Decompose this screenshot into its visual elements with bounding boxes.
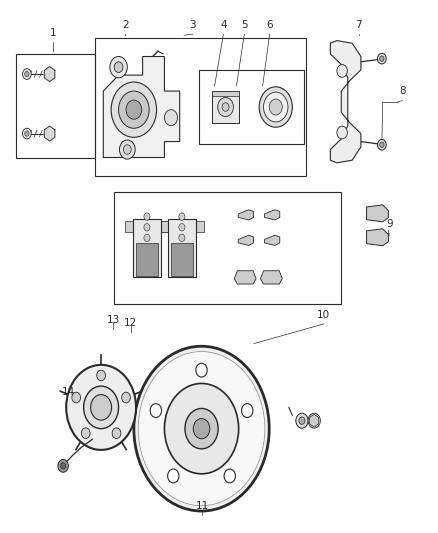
Circle shape [112,428,121,439]
Polygon shape [310,414,319,427]
Circle shape [110,56,127,78]
Circle shape [296,413,308,428]
Polygon shape [133,219,161,277]
Circle shape [222,103,229,111]
Circle shape [378,53,386,64]
Circle shape [193,418,210,439]
Circle shape [122,392,131,403]
Circle shape [111,82,156,138]
Circle shape [138,352,265,506]
Text: 7: 7 [355,20,362,30]
Circle shape [168,469,179,483]
Circle shape [58,459,68,472]
Text: 11: 11 [196,501,209,511]
Circle shape [241,403,253,417]
Circle shape [134,346,269,511]
Polygon shape [238,235,254,246]
Polygon shape [168,219,196,277]
Text: 8: 8 [399,86,406,96]
Circle shape [264,92,288,122]
Text: 3: 3 [190,20,196,30]
Circle shape [144,223,150,231]
Text: 12: 12 [124,318,138,328]
Polygon shape [44,67,55,82]
Circle shape [66,365,136,450]
Circle shape [144,213,150,220]
Circle shape [299,417,305,424]
Bar [16,54,95,158]
Bar [160,221,169,232]
Polygon shape [170,243,193,276]
Circle shape [337,126,347,139]
Bar [125,221,134,232]
Circle shape [114,62,123,72]
Circle shape [144,234,150,241]
Bar [195,221,204,232]
Polygon shape [330,41,361,163]
Circle shape [196,364,207,377]
Text: 14: 14 [62,387,75,397]
Text: 9: 9 [386,219,392,229]
Bar [95,38,306,176]
Circle shape [269,99,283,115]
Circle shape [25,131,29,136]
Circle shape [119,91,149,128]
Circle shape [224,469,236,483]
Polygon shape [367,229,389,246]
Circle shape [179,213,185,220]
Circle shape [124,145,131,155]
Circle shape [22,69,31,79]
Circle shape [91,394,112,420]
Polygon shape [136,243,158,276]
Circle shape [164,383,239,474]
Bar [212,91,239,123]
Circle shape [150,403,162,417]
Circle shape [97,370,106,381]
Circle shape [259,87,292,127]
Circle shape [120,140,135,159]
Bar [199,70,304,144]
Polygon shape [261,271,283,284]
Circle shape [25,71,29,77]
Circle shape [179,234,185,241]
Circle shape [164,110,177,126]
Text: 5: 5 [241,20,247,30]
Circle shape [337,64,347,77]
Text: 1: 1 [50,28,57,38]
Text: 6: 6 [266,20,273,30]
Circle shape [308,413,320,428]
Circle shape [218,98,233,117]
Circle shape [72,392,81,403]
Circle shape [179,223,185,231]
Bar [114,192,341,304]
Bar [212,91,239,96]
Circle shape [22,128,31,139]
Circle shape [380,56,384,61]
Text: 4: 4 [220,20,227,30]
Circle shape [81,428,90,439]
Circle shape [60,463,66,469]
Text: 13: 13 [107,315,120,325]
Polygon shape [265,235,280,246]
Circle shape [378,140,386,150]
Polygon shape [367,205,389,222]
Polygon shape [44,126,55,141]
Circle shape [185,408,218,449]
Polygon shape [265,209,280,220]
Circle shape [380,142,384,148]
Polygon shape [234,271,256,284]
Polygon shape [238,209,254,220]
Polygon shape [103,56,180,158]
Text: 2: 2 [122,20,128,30]
Text: 10: 10 [317,310,330,320]
Circle shape [126,100,142,119]
Bar [160,221,169,232]
Circle shape [84,386,119,429]
